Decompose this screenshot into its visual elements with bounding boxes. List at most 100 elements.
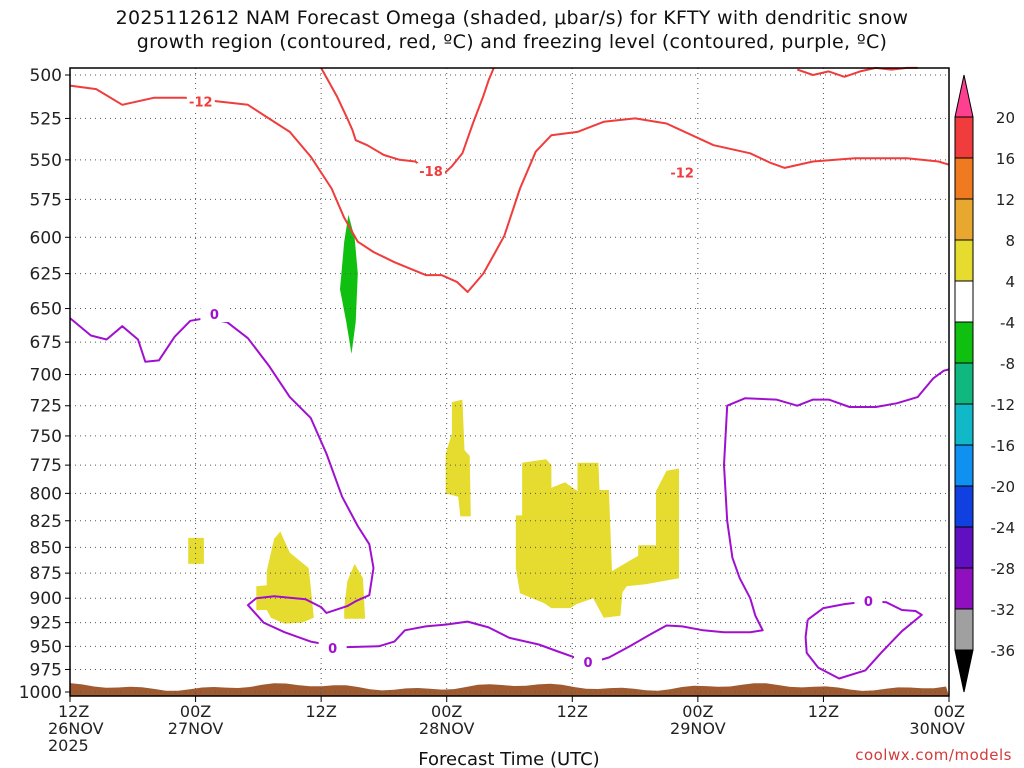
y-tick-label: 500	[30, 66, 62, 86]
y-tick-label: 525	[30, 109, 62, 129]
y-tick-label: 675	[30, 333, 62, 353]
y-tick-label: 900	[30, 589, 62, 609]
y-tick-label: 825	[30, 512, 62, 532]
contour-label: -18	[419, 165, 443, 180]
colorbar-box	[954, 116, 974, 159]
y-tick-label: 775	[30, 456, 62, 476]
colorbar-box	[954, 444, 974, 487]
y-tick-label: 600	[30, 228, 62, 248]
contour-line-0	[69, 84, 950, 293]
colorbar-box	[954, 403, 974, 446]
colorbar-label: 20	[996, 109, 1015, 127]
contour-label: 0	[864, 595, 873, 610]
colorbar-label: -32	[991, 601, 1016, 619]
x-tick-label: 00Z	[431, 702, 462, 721]
colorbar-box	[954, 485, 974, 528]
colorbar-box	[954, 280, 974, 323]
colorbar-box	[954, 157, 974, 200]
y-tick-label: 950	[30, 637, 62, 657]
contour-label-bg	[854, 593, 883, 610]
contour-line-1	[320, 67, 495, 177]
colorbar-label: 12	[996, 191, 1015, 209]
x-tick-label: 12Z	[557, 702, 588, 721]
y-tick-label: 725	[30, 397, 62, 417]
omega-shading-layer	[188, 214, 679, 624]
colorbar-top-arrow	[954, 74, 974, 118]
omega-region-4	[515, 459, 679, 618]
colorbar-label: -16	[991, 437, 1016, 455]
credit-text: coolwx.com/models	[855, 746, 1012, 764]
colorbar-label: 8	[1005, 232, 1015, 250]
x-tick-label: 27NOV	[168, 719, 224, 738]
colorbar-label: 16	[996, 150, 1015, 168]
contour-label: 0	[210, 308, 219, 323]
contour-line-4	[804, 600, 923, 680]
x-tick-label: 00Z	[934, 702, 965, 721]
colorbar-label: -20	[991, 478, 1016, 496]
contour-label: 0	[583, 656, 592, 671]
omega-region-3	[445, 399, 471, 517]
colorbar-box	[954, 567, 974, 610]
y-tick-label: 700	[30, 366, 62, 386]
contour-label-bg	[318, 640, 347, 657]
contour-line-3	[69, 317, 950, 664]
x-tick-label: 30NOV	[909, 719, 965, 738]
colorbar-label: 4	[1005, 273, 1015, 291]
contour-label-bg	[200, 306, 229, 323]
terrain-layer	[70, 683, 949, 696]
colorbar-box	[954, 321, 974, 364]
chart-title: 2025112612 NAM Forecast Omega (shaded, μ…	[0, 6, 1024, 54]
colorbar-label: -36	[991, 642, 1016, 660]
contour-label-bg	[668, 164, 697, 181]
contour-label-bg	[573, 654, 602, 671]
y-tick-label: 875	[30, 564, 62, 584]
y-tick-label: 650	[30, 300, 62, 320]
y-tick-label: 750	[30, 427, 62, 447]
colorbar-label: -8	[1000, 355, 1015, 373]
terrain-surface	[70, 683, 949, 696]
x-tick-label: 00Z	[180, 702, 211, 721]
colorbar-label: -24	[991, 519, 1016, 537]
contour-label: 0	[328, 642, 337, 657]
colorbar-box	[954, 198, 974, 241]
omega-region-0	[188, 537, 204, 564]
colorbar-box	[954, 362, 974, 405]
y-tick-label: 800	[30, 484, 62, 504]
y-tick-label: 575	[30, 190, 62, 210]
colorbar-box	[954, 608, 974, 651]
colorbar: 20 16 12 8 4 -4 -8 -12 -16 -20 -24 -28 -32 -36	[954, 74, 1016, 693]
y-tick-label: 975	[30, 660, 62, 680]
x-tick-label: 12Z	[305, 702, 336, 721]
contour-layer: -12 -12 -18 0 0 0 0	[69, 66, 950, 680]
colorbar-label: -4	[1000, 314, 1015, 332]
colorbar-label: -12	[991, 396, 1016, 414]
y-tick-label: 625	[30, 265, 62, 285]
contour-line-2	[796, 66, 918, 78]
x-tick-label: 28NOV	[419, 719, 475, 738]
x-tick-label: 26NOV	[48, 719, 104, 738]
colorbar-bottom-arrow	[954, 649, 974, 693]
contour-label: -12	[189, 95, 213, 110]
plot-frame	[69, 67, 950, 697]
y-tick-label: 550	[30, 151, 62, 171]
omega-region-5	[340, 214, 358, 354]
contour-label: -12	[670, 167, 694, 182]
y-tick-label: 850	[30, 538, 62, 558]
y-tick-label: 1000	[19, 683, 62, 703]
grid-layer	[69, 68, 950, 696]
colorbar-box	[954, 526, 974, 569]
chart-title-line-2: growth region (contoured, red, ºC) and f…	[136, 31, 888, 53]
x-tick-label: 00Z	[682, 702, 713, 721]
colorbar-label: -28	[991, 560, 1016, 578]
colorbar-box	[954, 239, 974, 282]
omega-region-1	[256, 531, 314, 624]
omega-region-2	[344, 563, 366, 619]
x-axis-label: Forecast Time (UTC)	[418, 749, 599, 768]
chart-title-line-1: 2025112612 NAM Forecast Omega (shaded, μ…	[115, 7, 909, 29]
x-tick-label: 2025	[48, 736, 89, 755]
contour-label-bg	[417, 163, 446, 180]
x-tick-label: 12Z	[808, 702, 839, 721]
y-tick-label: 925	[30, 614, 62, 634]
